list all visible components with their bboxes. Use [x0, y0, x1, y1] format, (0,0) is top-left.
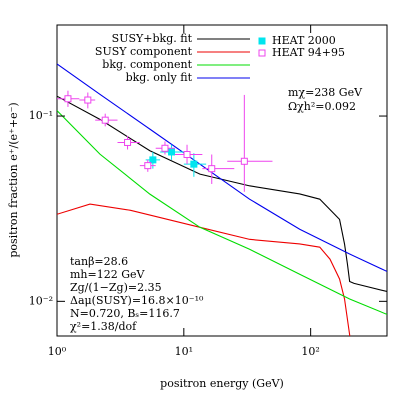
parameter-label: mh=122 GeV — [70, 268, 146, 281]
y-tick-label: 10⁻¹ — [29, 109, 53, 122]
data-point — [240, 157, 248, 165]
y-axis-label: positron fraction e⁺/(e⁺+e⁻) — [7, 102, 20, 257]
annotation: Ωχh²=0.092 — [288, 100, 356, 113]
data-point — [168, 148, 176, 156]
parameter-label: Zg/(1−Zg)=2.35 — [70, 281, 162, 294]
legend-label: HEAT 94+95 — [272, 46, 345, 59]
data-point — [101, 116, 109, 124]
plot-area — [57, 63, 387, 336]
data-point — [144, 162, 152, 170]
curve — [57, 110, 387, 315]
legend-marker — [258, 37, 266, 45]
parameter-label: χ²=1.38/dof — [70, 320, 137, 333]
x-tick-label: 10¹ — [175, 345, 193, 358]
curve — [57, 203, 351, 336]
data-point — [84, 96, 92, 104]
parameter-label: N=0.720, Bₛ=116.7 — [70, 307, 180, 320]
plot-frame — [56, 24, 388, 337]
data-point — [190, 160, 198, 168]
data-point — [208, 165, 216, 173]
x-axis-label: positron energy (GeV) — [160, 377, 284, 390]
x-tick-label: 10⁰ — [48, 345, 67, 358]
data-point — [161, 144, 169, 152]
curve — [57, 63, 387, 272]
data-point — [64, 95, 72, 103]
annotation: mχ=238 GeV — [288, 86, 363, 99]
data-point — [124, 138, 132, 146]
curve — [57, 95, 387, 293]
y-tick-label: 10⁻² — [29, 294, 53, 307]
legend-marker — [258, 49, 266, 57]
x-tick-label: 10² — [301, 345, 319, 358]
data-point — [183, 151, 191, 159]
data-point — [149, 156, 157, 164]
parameter-label: Δaμ(SUSY)=16.8×10⁻¹⁰ — [70, 294, 204, 307]
legend-label: SUSY component — [95, 45, 193, 58]
legend-label: SUSY+bkg. fit — [112, 32, 193, 45]
parameter-label: tanβ=28.6 — [70, 255, 128, 268]
legend-label: bkg. only fit — [126, 71, 193, 84]
legend-label: HEAT 2000 — [272, 34, 336, 47]
legend-label: bkg. component — [102, 58, 192, 71]
